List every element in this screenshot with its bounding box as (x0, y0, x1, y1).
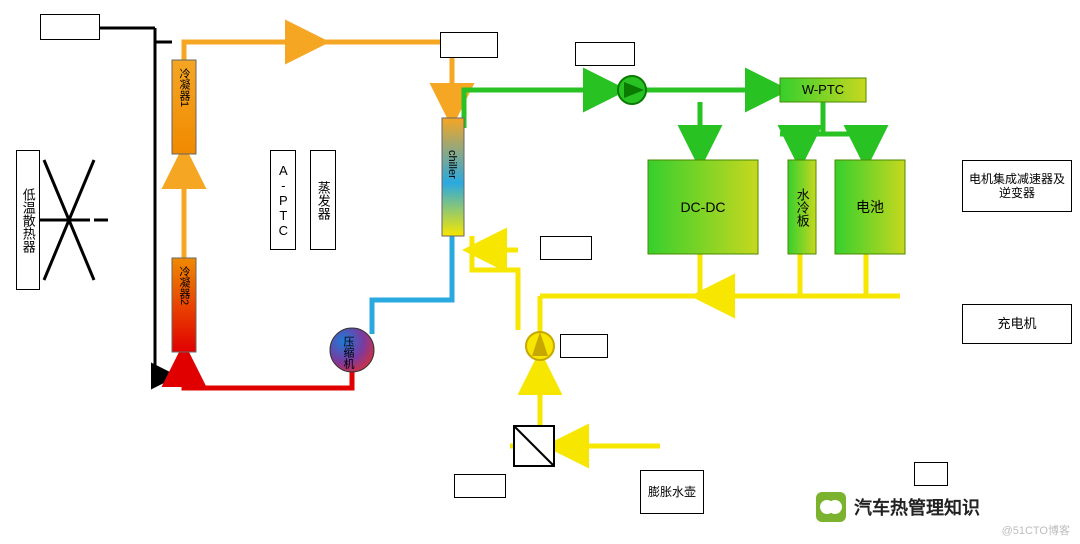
charger-label: 充电机 (997, 316, 1036, 332)
water-cold-plate-box: 水冷板 (788, 160, 816, 254)
watermark-text: 汽车热管理知识 (854, 494, 980, 520)
wcb-label: 水冷板 (794, 188, 810, 227)
aptc-box: A-PTC (270, 150, 296, 250)
dcdc-label: DC-DC (680, 199, 725, 216)
expansion-label: 膨胀水壶 (648, 485, 696, 499)
aptc-label: A-PTC (275, 163, 291, 238)
credit-text: @51CTO博客 (1002, 522, 1070, 538)
battery-box: 电池 (835, 160, 905, 254)
dcdc-box: DC-DC (648, 160, 758, 254)
radiator-box: 低温散热器 (16, 150, 40, 290)
motor-box: 电机集成减速器及逆变器 (962, 160, 1072, 212)
evap-label: 蒸发器 (315, 181, 331, 220)
empty-box-br (914, 462, 948, 486)
cond1-text: 冷凝器1 (176, 68, 192, 107)
empty-box-bot1 (454, 474, 506, 498)
empty-box-mid2 (560, 334, 608, 358)
empty-box-mid1 (540, 236, 592, 260)
empty-box-tc (440, 32, 498, 58)
watermark: 汽车热管理知识 (816, 492, 980, 522)
radiator-label: 低温散热器 (20, 188, 36, 253)
wptc-label: W-PTC (802, 82, 844, 98)
charger-box: 充电机 (962, 304, 1072, 344)
chiller-text: chiller (446, 150, 458, 179)
empty-box-pump-top (575, 42, 635, 66)
empty-box-tl (40, 14, 100, 40)
expansion-box: 膨胀水壶 (640, 470, 704, 514)
three-way-valve (514, 426, 554, 466)
evaporator-box: 蒸发器 (310, 150, 336, 250)
compressor-text: 压缩机 (340, 336, 356, 369)
batt-label: 电池 (856, 199, 884, 216)
wechat-icon (816, 492, 846, 522)
motor-label: 电机集成减速器及逆变器 (963, 170, 1071, 203)
wptc-box: W-PTC (780, 78, 866, 102)
cond2-text: 冷凝器2 (176, 266, 192, 305)
